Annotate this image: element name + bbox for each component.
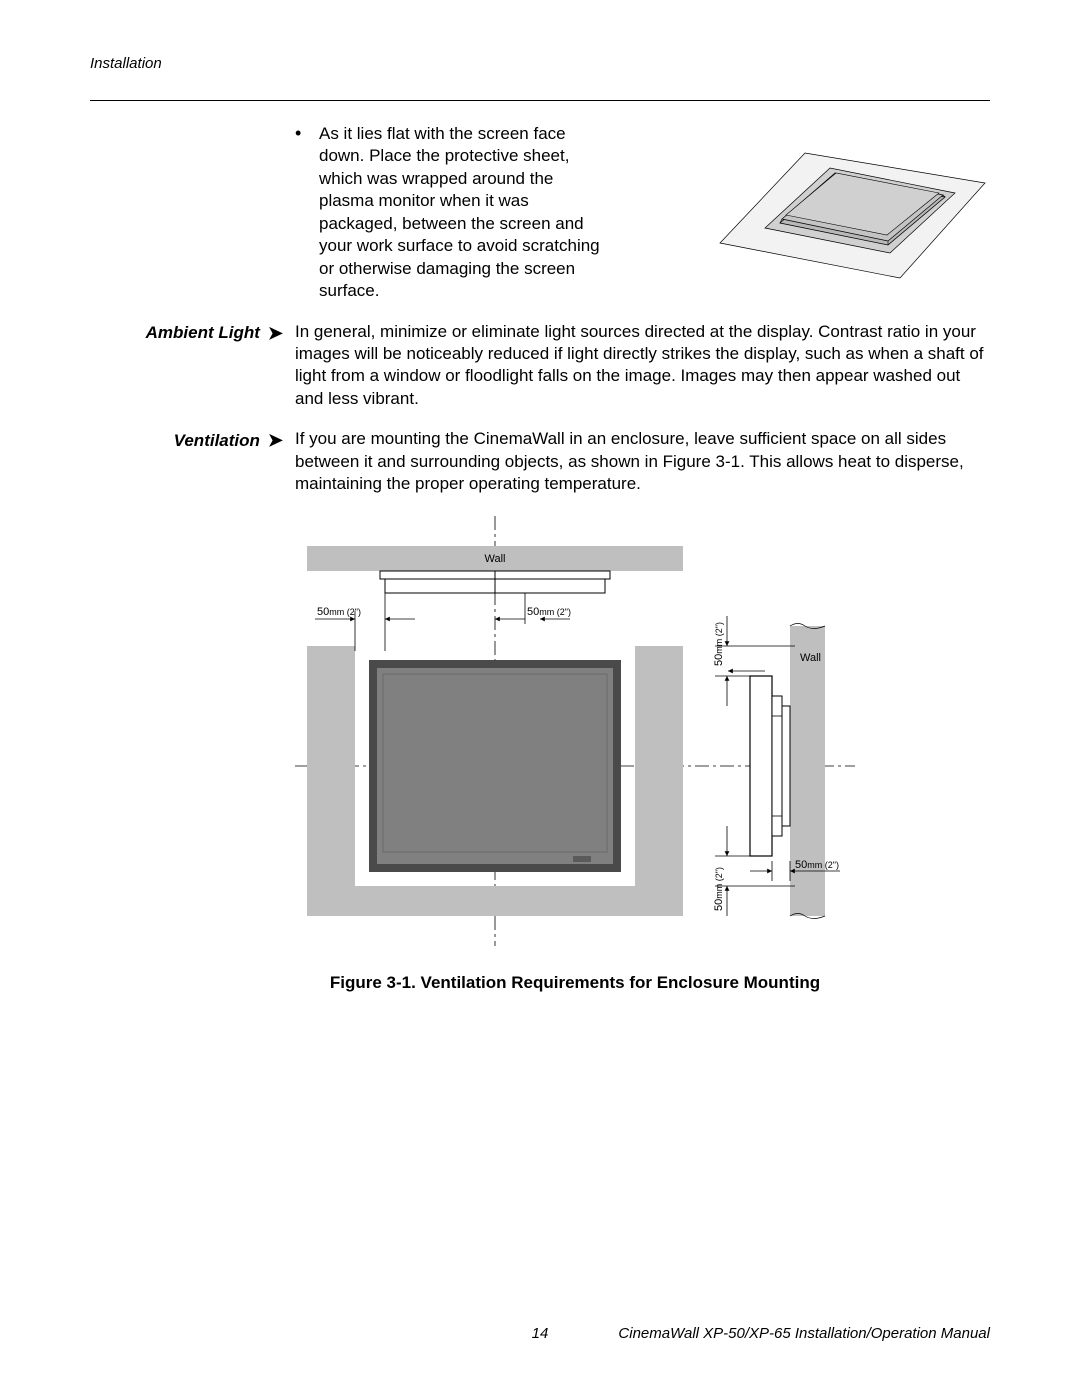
ambient-label: Ambient Light ➤ <box>146 323 283 344</box>
svg-text:50mm (2"): 50mm (2") <box>795 859 839 871</box>
ambient-row: Ambient Light ➤ In general, minimize or … <box>90 321 990 411</box>
ambient-text: In general, minimize or eliminate light … <box>295 321 990 411</box>
footer-title: CinemaWall XP-50/XP-65 Installation/Oper… <box>618 1325 990 1342</box>
svg-text:50mm (2"): 50mm (2") <box>713 867 725 911</box>
bullet-marker: • <box>295 123 319 303</box>
svg-text:50mm (2"): 50mm (2") <box>527 606 571 618</box>
figure-3-1: Wall 50mm (2") 50mm (2") <box>295 516 855 993</box>
svg-text:50mm (2"): 50mm (2") <box>713 622 725 666</box>
wall-label-top: Wall <box>485 553 506 565</box>
page-number: 14 <box>532 1325 549 1342</box>
figure-caption: Figure 3-1. Ventilation Requirements for… <box>295 973 855 993</box>
arrow-icon: ➤ <box>268 430 283 451</box>
svg-text:50mm (2"): 50mm (2") <box>317 606 361 618</box>
bullet-row: • As it lies flat with the screen face d… <box>90 123 990 303</box>
header-rule <box>90 100 990 101</box>
arrow-icon: ➤ <box>268 323 283 344</box>
page-footer: 14 CinemaWall XP-50/XP-65 Installation/O… <box>90 1325 990 1342</box>
ventilation-text: If you are mounting the CinemaWall in an… <box>295 428 990 495</box>
section-header: Installation <box>90 55 990 72</box>
ventilation-label: Ventilation ➤ <box>174 430 283 451</box>
bullet-text: As it lies flat with the screen face dow… <box>319 123 609 303</box>
ventilation-row: Ventilation ➤ If you are mounting the Ci… <box>90 428 990 495</box>
screen-facedown-illustration <box>690 123 990 298</box>
wall-label-side: Wall <box>800 652 821 664</box>
